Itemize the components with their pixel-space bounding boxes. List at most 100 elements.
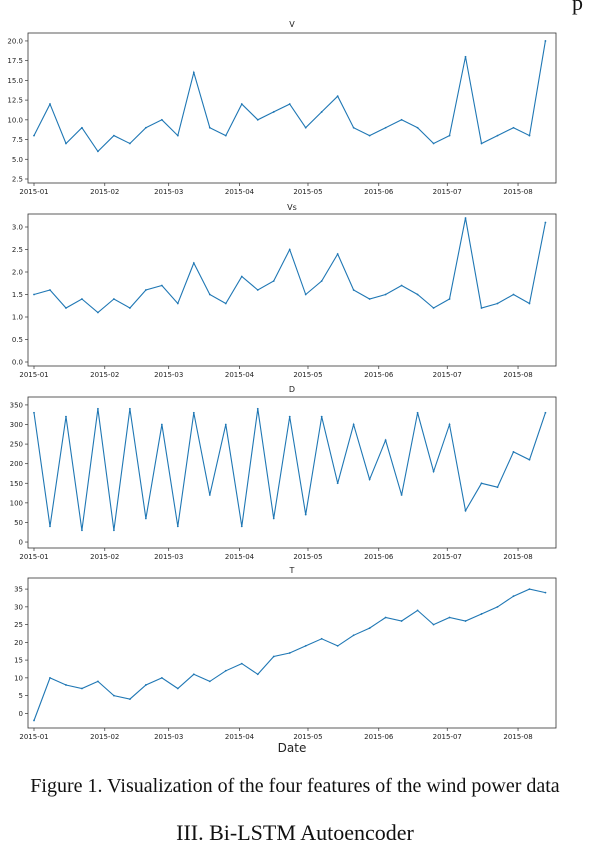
- data-point: [256, 118, 259, 121]
- x-tick-label: 2015-06: [364, 553, 394, 561]
- data-point: [432, 623, 435, 626]
- y-tick-label: 5: [19, 692, 23, 700]
- y-tick-label: 0: [19, 710, 23, 718]
- data-point: [544, 221, 547, 224]
- x-tick-label: 2015-06: [364, 371, 394, 379]
- data-point: [192, 673, 195, 676]
- data-point: [81, 298, 83, 300]
- x-tick-label: 2015-08: [503, 188, 532, 196]
- y-tick-label: 2.5: [12, 176, 23, 184]
- data-point: [208, 293, 211, 296]
- data-point: [368, 134, 371, 137]
- data-point: [97, 680, 99, 683]
- data-point: [512, 293, 515, 296]
- data-point: [272, 280, 275, 282]
- y-tick-label: 3.0: [12, 224, 23, 232]
- x-tick-label: 2015-03: [154, 553, 183, 561]
- y-tick-label: 15: [14, 657, 23, 665]
- data-point: [240, 662, 243, 665]
- data-point: [304, 645, 307, 647]
- y-tick-label: 2.5: [12, 246, 23, 254]
- data-point: [65, 142, 67, 145]
- data-point: [464, 55, 467, 58]
- data-point: [496, 605, 499, 608]
- x-tick-label: 2015-06: [364, 188, 394, 196]
- y-tick-label: 12.5: [7, 97, 23, 105]
- data-point: [97, 150, 99, 153]
- data-point: [256, 407, 259, 410]
- data-point: [81, 126, 83, 129]
- data-point: [65, 415, 67, 418]
- y-tick-label: 5.0: [12, 156, 23, 164]
- data-point: [49, 676, 51, 679]
- data-point: [384, 616, 387, 619]
- data-point: [160, 118, 163, 121]
- data-point: [49, 103, 51, 105]
- data-point: [208, 680, 211, 683]
- section-heading: III. Bi-LSTM Autoencoder: [176, 820, 414, 845]
- data-point: [144, 684, 147, 686]
- data-point: [224, 134, 227, 137]
- y-tick-label: 20: [14, 639, 23, 647]
- y-tick-label: 50: [14, 519, 23, 527]
- data-point: [256, 289, 259, 291]
- data-point: [464, 620, 467, 622]
- data-point: [336, 645, 339, 647]
- data-point: [544, 411, 547, 414]
- data-point: [208, 494, 211, 496]
- data-point: [480, 613, 483, 615]
- y-tick-label: 0: [19, 539, 23, 547]
- x-tick-label: 2015-07: [433, 733, 462, 741]
- data-point: [272, 111, 275, 113]
- data-point: [320, 415, 323, 418]
- x-tick-label: 2015-07: [433, 371, 462, 379]
- data-point: [320, 280, 323, 282]
- data-point: [352, 634, 355, 637]
- data-point: [368, 627, 371, 630]
- y-tick-label: 35: [14, 586, 23, 594]
- data-point: [416, 126, 419, 129]
- series-line-V: [33, 40, 546, 153]
- x-tick-label: 2015-01: [19, 371, 48, 379]
- data-point: [336, 253, 339, 255]
- x-tick-label: 2015-07: [433, 188, 462, 196]
- data-point: [113, 529, 115, 532]
- data-point: [176, 302, 179, 305]
- data-point: [160, 284, 163, 287]
- data-point: [176, 525, 179, 528]
- plot-frame-4: [27, 577, 557, 729]
- data-point: [448, 134, 451, 137]
- y-tick-label: 300: [10, 421, 23, 429]
- data-point: [160, 423, 163, 426]
- data-point: [33, 134, 35, 137]
- data-point: [512, 126, 515, 129]
- data-point: [432, 142, 435, 145]
- y-tick-label: 30: [14, 603, 23, 611]
- data-point: [224, 669, 227, 672]
- y-tick-label: 150: [10, 480, 23, 488]
- data-point: [320, 111, 323, 113]
- data-point: [240, 275, 243, 278]
- series-line-Vs: [33, 217, 546, 314]
- data-point: [128, 142, 131, 145]
- plot-frame-1: [27, 32, 557, 184]
- data-point: [528, 588, 531, 590]
- data-point: [448, 423, 451, 426]
- data-point: [192, 71, 195, 74]
- data-point: [496, 302, 499, 305]
- data-point: [33, 719, 35, 722]
- x-tick-label: 2015-02: [90, 553, 119, 561]
- data-point: [128, 407, 131, 410]
- data-point: [544, 40, 547, 42]
- x-tick-label: 2015-05: [293, 733, 322, 741]
- data-point: [272, 517, 275, 520]
- data-point: [208, 126, 211, 129]
- data-point: [480, 142, 483, 145]
- data-point: [81, 529, 83, 532]
- data-point: [288, 652, 291, 654]
- data-point: [65, 684, 67, 686]
- x-tick-label: 2015-02: [90, 371, 119, 379]
- data-point: [288, 248, 291, 251]
- x-tick-label: 2015-02: [90, 733, 119, 741]
- data-point: [416, 609, 419, 612]
